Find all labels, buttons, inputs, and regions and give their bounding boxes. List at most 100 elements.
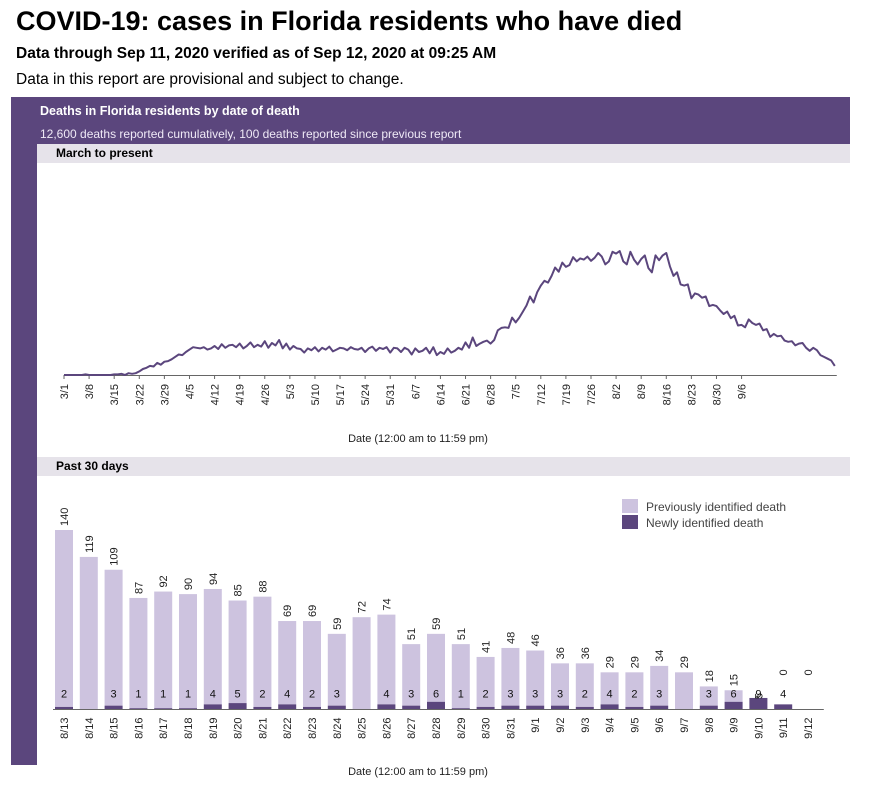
- bar-newly-identified: [501, 705, 520, 710]
- bar-category-label: 8/28: [431, 718, 443, 739]
- bar-total-label: 36: [555, 647, 567, 659]
- bar-category-label: 8/25: [357, 718, 369, 739]
- data-through-subtitle: Data through Sep 11, 2020 verified as of…: [16, 45, 497, 62]
- bar-chart-bars: 14028/131198/1410938/158718/169218/17901…: [55, 508, 815, 739]
- bar-newly-identified: [203, 704, 222, 710]
- bar-total-label: 94: [208, 573, 220, 585]
- legend-swatch-previously-identified: [622, 499, 638, 513]
- line-chart-tick-label: 6/7: [410, 384, 422, 399]
- bar-category-label: 8/16: [133, 718, 145, 739]
- bar-category-label: 9/1: [530, 718, 542, 733]
- bar-newly-identified: [774, 704, 793, 710]
- bar-previously-identified: [352, 617, 371, 710]
- bar-previously-identified: [551, 663, 569, 706]
- bar-category-label: 8/20: [233, 718, 245, 739]
- bar-category-label: 8/31: [505, 718, 517, 739]
- bar-newly-identified: [551, 705, 569, 710]
- bar-total-label: 34: [654, 650, 666, 662]
- bar-total-label: 69: [307, 605, 319, 617]
- line-chart-tick-label: 3/29: [159, 384, 171, 405]
- bar-total-label: 46: [530, 634, 542, 646]
- bar-newly-identified-label: 4: [284, 689, 290, 701]
- bar-newly-identified-label: 3: [507, 689, 513, 701]
- bar-newly-identified: [402, 705, 421, 710]
- bar-newly-identified-label: 3: [557, 689, 563, 701]
- bar-category-label: 8/15: [109, 718, 121, 739]
- bar-previously-identified: [427, 633, 445, 702]
- bar-category-label: 9/11: [778, 718, 790, 739]
- line-chart-tick-label: 3/1: [59, 384, 71, 399]
- bar-newly-identified-label: 3: [111, 689, 117, 701]
- line-chart-tick-label: 7/5: [511, 384, 523, 399]
- bar-chart-x-axis-label: Date (12:00 am to 11:59 pm): [348, 766, 488, 778]
- bar-previously-identified: [154, 591, 173, 709]
- panel-header-band: [11, 97, 850, 144]
- panel-title: Deaths in Florida residents by date of d…: [40, 104, 300, 118]
- bar-newly-identified: [526, 705, 545, 710]
- bar-total-label: 0: [778, 669, 790, 675]
- bar-total-label: 88: [257, 580, 269, 592]
- bar-newly-identified: [600, 704, 619, 710]
- bar-newly-identified-label: 3: [334, 689, 340, 701]
- line-series-deaths: [64, 250, 836, 376]
- bar-previously-identified: [327, 633, 346, 706]
- bar-previously-identified: [600, 672, 619, 705]
- section-label-march-to-present: March to present: [56, 146, 153, 160]
- section-label-past-30-days: Past 30 days: [56, 459, 129, 473]
- bar-newly-identified: [179, 708, 197, 710]
- bar-newly-identified: [129, 708, 148, 710]
- bar-newly-identified-label: 2: [582, 689, 588, 701]
- legend-label-previously-identified: Previously identified death: [646, 500, 786, 514]
- bar-newly-identified-label: 2: [631, 689, 637, 701]
- bar-newly-identified-label: 2: [309, 689, 315, 701]
- bar-total-label: 41: [481, 641, 493, 653]
- line-chart-tick-label: 8/9: [636, 384, 648, 399]
- bar-newly-identified-label: 1: [160, 689, 166, 701]
- bar-total-label: 109: [109, 547, 121, 565]
- bar-total-label: 48: [505, 632, 517, 644]
- bar-total-label: 59: [431, 618, 443, 630]
- legend-label-newly-identified: Newly identified death: [646, 516, 763, 530]
- provisional-note: Data in this report are provisional and …: [16, 71, 404, 88]
- bar-total-label: 51: [456, 628, 468, 640]
- bar-category-label: 8/30: [481, 718, 493, 739]
- bar-newly-identified: [303, 706, 321, 710]
- bar-previously-identified: [104, 569, 123, 706]
- bar-newly-identified: [625, 706, 644, 710]
- bar-chart-legend: Previously identified death Newly identi…: [622, 499, 786, 530]
- line-chart-tick-label: 6/21: [461, 384, 473, 405]
- line-chart-deaths-by-date: 3/1 3/8 3/15 3/22 3/29 4/5 4/12 4/19 4/26 5/3 5/10…: [59, 250, 837, 445]
- line-chart-tick-label: 8/30: [711, 384, 723, 405]
- bar-newly-identified-label: 9: [755, 689, 761, 701]
- bar-category-label: 8/24: [332, 718, 344, 739]
- bar-previously-identified: [179, 594, 197, 709]
- section-bar-past-30-days: [37, 457, 850, 476]
- bar-newly-identified: [154, 708, 173, 710]
- bar-newly-identified-label: 1: [185, 689, 191, 701]
- bar-category-label: 8/18: [183, 718, 195, 739]
- bar-previously-identified: [699, 686, 718, 706]
- bar-newly-identified-label: 6: [731, 689, 737, 701]
- bar-previously-identified: [303, 621, 321, 707]
- bar-total-label: 29: [605, 656, 617, 668]
- page-title: COVID-19: cases in Florida residents who…: [16, 6, 683, 36]
- bar-newly-identified-label: 3: [532, 689, 538, 701]
- bar-category-label: 8/14: [84, 718, 96, 739]
- bar-category-label: 9/9: [729, 718, 741, 733]
- bar-previously-identified: [575, 663, 594, 707]
- bar-previously-identified: [501, 647, 520, 706]
- bar-newly-identified: [699, 705, 718, 710]
- bar-total-label: 36: [580, 647, 592, 659]
- bar-previously-identified: [675, 672, 693, 710]
- line-chart-tick-label: 4/19: [235, 384, 247, 405]
- bar-newly-identified: [253, 706, 272, 710]
- bar-category-label: 8/22: [282, 718, 294, 739]
- bar-newly-identified: [476, 706, 495, 710]
- bar-newly-identified-label: 6: [433, 689, 439, 701]
- line-chart-tick-label: 8/16: [661, 384, 673, 405]
- bar-newly-identified-label: 3: [706, 689, 712, 701]
- bar-newly-identified: [724, 701, 743, 710]
- section-bar-march-to-present: [37, 144, 850, 163]
- bar-total-label: 74: [381, 598, 393, 610]
